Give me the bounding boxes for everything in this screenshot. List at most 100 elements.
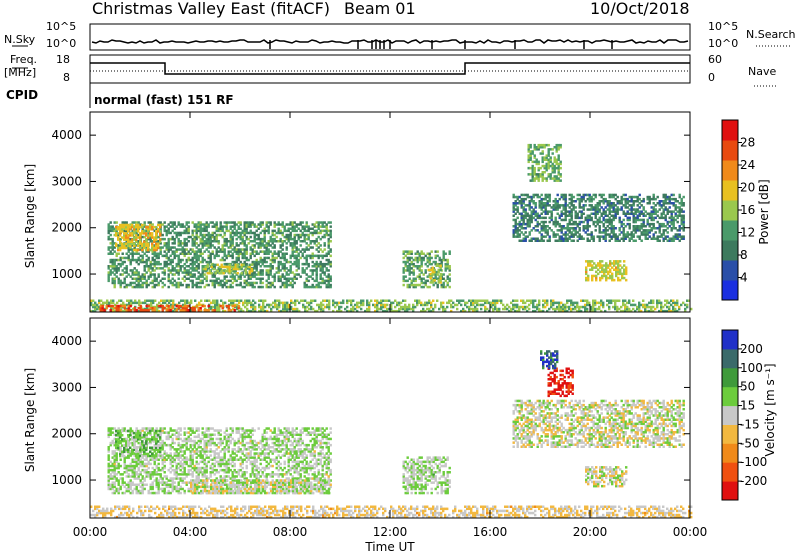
scatter-cell: [638, 229, 641, 232]
scatter-cell: [329, 231, 332, 235]
scatter-cell: [221, 256, 224, 260]
scatter-cell: [594, 220, 597, 224]
scatter-cell: [540, 204, 543, 207]
scatter-cell: [228, 269, 231, 273]
scatter-cell: [197, 250, 200, 253]
scatter-cell: [578, 305, 581, 309]
scatter-cell: [319, 260, 322, 264]
scatter-cell: [261, 237, 264, 241]
scatter-cell: [163, 283, 166, 287]
scatter-cell: [556, 239, 559, 242]
scatter-cell: [115, 275, 118, 278]
scatter-cell: [168, 301, 171, 305]
scatter-cell: [203, 227, 206, 230]
scatter-cell: [277, 271, 280, 274]
scatter-cell: [257, 285, 260, 289]
scatter-cell: [167, 246, 170, 249]
scatter-cell: [484, 309, 487, 313]
date-label: 10/Oct/2018: [590, 0, 690, 18]
scatter-cell: [169, 254, 172, 258]
scatter-cell: [531, 168, 534, 172]
scatter-cell: [172, 301, 175, 305]
scatter-cell: [326, 299, 329, 302]
scatter-cell: [518, 212, 521, 215]
scatter-cell: [470, 301, 473, 305]
scatter-cell: [123, 236, 126, 239]
scatter-cell: [516, 229, 519, 232]
scatter-cell: [622, 301, 625, 305]
scatter-cell: [159, 304, 162, 308]
scatter-cell: [303, 256, 306, 260]
scatter-cell: [442, 309, 445, 313]
scatter-cell: [462, 299, 465, 302]
scatter-cell: [233, 225, 236, 228]
scatter-cell: [329, 240, 332, 243]
scatter-cell: [139, 223, 142, 226]
scatter-cell: [486, 299, 489, 302]
scatter-cell: [342, 301, 345, 305]
scatter-cell: [618, 220, 621, 224]
scatter-cell: [430, 301, 433, 305]
scatter-cell: [293, 273, 296, 276]
scatter-cell: [279, 262, 282, 266]
scatter-cell: [209, 258, 212, 262]
scatter-cell: [448, 265, 451, 268]
scatter-cell: [171, 267, 174, 270]
scatter-cell: [516, 227, 519, 230]
scatter-cell: [115, 304, 118, 308]
scatter-cell: [527, 173, 530, 176]
scatter-cell: [137, 256, 140, 260]
scatter-cell: [325, 252, 328, 255]
scatter-cell: [305, 246, 308, 249]
scatter-cell: [119, 240, 122, 243]
scatter-cell: [127, 225, 130, 229]
scatter-cell: [309, 227, 312, 230]
scatter-cell: [147, 246, 150, 250]
scatter-cell: [193, 306, 196, 310]
freq-unit: [MHz]: [4, 66, 36, 79]
scatter-cell: [245, 258, 248, 262]
scatter-cell: [642, 233, 645, 236]
scatter-cell: [109, 252, 112, 255]
scatter-cell: [121, 236, 124, 239]
scatter-cell: [115, 306, 118, 310]
scatter-cell: [650, 229, 653, 232]
scatter-cell: [281, 233, 284, 237]
scatter-cell: [265, 269, 268, 272]
scatter-cell: [612, 195, 615, 199]
scatter-cell: [139, 242, 142, 246]
scatter-cell: [195, 237, 198, 241]
scatter-cell: [640, 225, 643, 228]
scatter-cell: [309, 246, 312, 249]
scatter-cell: [652, 202, 655, 205]
scatter-cell: [600, 231, 603, 234]
scatter-cell: [602, 235, 605, 238]
scatter-cell: [315, 277, 318, 280]
scatter-cell: [127, 238, 130, 241]
scatter-cell: [552, 307, 555, 311]
scatter-cell: [141, 285, 144, 289]
scatter-cell: [422, 277, 425, 280]
scatter-cell: [287, 279, 290, 283]
nsky-tick-low: 10^0: [46, 37, 76, 50]
scatter-cell: [321, 221, 324, 224]
scatter-cell: [623, 276, 626, 280]
scatter-cell: [269, 223, 272, 226]
scatter-cell: [634, 225, 637, 228]
scatter-cell: [195, 231, 198, 235]
scatter-cell: [251, 221, 254, 224]
scatter-cell: [267, 281, 270, 285]
scatter-cell: [662, 202, 665, 205]
scatter-cell: [602, 216, 605, 220]
scatter-cell: [237, 304, 240, 308]
scatter-cell: [109, 227, 112, 230]
scatter-cell: [215, 221, 218, 224]
scatter-cell: [204, 265, 207, 269]
scatter-cell: [428, 307, 431, 311]
scatter-cell: [570, 214, 573, 217]
scatter-cell: [185, 248, 188, 251]
scatter-cell: [630, 206, 633, 209]
scatter-cell: [680, 204, 683, 207]
scatter-cell: [119, 237, 122, 241]
scatter-cell: [568, 299, 571, 302]
